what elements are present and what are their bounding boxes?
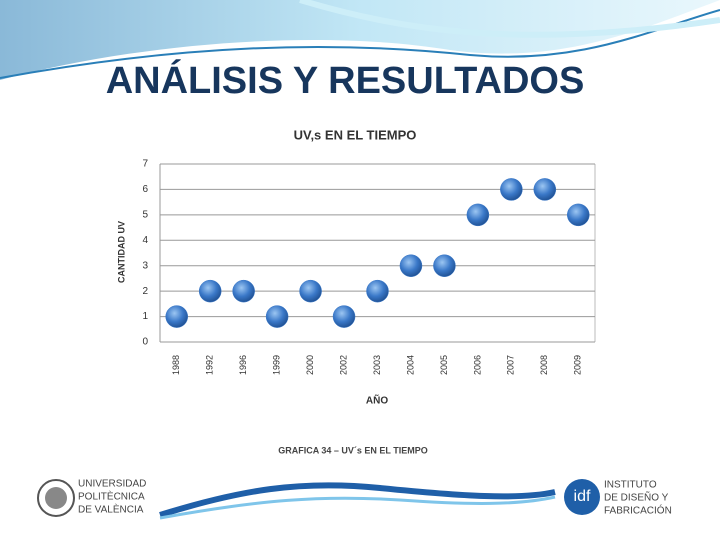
caption: GRAFICA 34 – UV´s EN EL TIEMPO	[278, 445, 428, 455]
x-tick-label: 2000	[305, 355, 315, 375]
x-tick-label: 2008	[539, 355, 549, 375]
logo-text: DE DISEÑO Y	[604, 491, 669, 504]
logo-mark: idf	[574, 488, 591, 505]
logo-right: idf INSTITUTO DE DISEÑO Y FABRICACIÓN	[564, 479, 672, 517]
x-tick-label: 2002	[338, 355, 348, 375]
x-tick-label: 1996	[238, 355, 248, 375]
point	[165, 305, 188, 328]
logo-text: UNIVERSIDAD	[78, 479, 146, 490]
point	[533, 178, 557, 201]
y-tick-label: 5	[142, 209, 148, 220]
x-tick-label: 2005	[439, 355, 449, 375]
x-tick-label: 2007	[506, 355, 516, 375]
point	[433, 254, 456, 277]
y-tick-label: 6	[142, 184, 148, 195]
point	[399, 254, 423, 277]
logo-text: FABRICACIÓN	[604, 504, 672, 517]
bottom-wave	[159, 482, 556, 520]
chart-title: UV,s EN EL TIEMPO	[294, 127, 417, 142]
logo-left: UNIVERSIDAD POLITÈCNICA DE VALÈNCIA	[37, 479, 146, 517]
point	[567, 203, 590, 227]
point	[500, 178, 523, 201]
y-axis-label: CANTIDAD UV	[116, 221, 126, 283]
x-tick-label: 2009	[573, 355, 583, 375]
point	[366, 279, 389, 303]
plot: 0 1 2 3 4 5 6 7 1988 1992 1996 1999 2000 2002 2003 2004…	[142, 159, 596, 375]
x-tick-label: 1988	[171, 355, 181, 375]
point	[265, 305, 289, 328]
y-tick-label: 0	[142, 337, 148, 348]
point	[332, 305, 356, 328]
point	[198, 279, 222, 303]
point	[466, 203, 490, 227]
slide-title: ANÁLISIS Y RESULTADOS	[106, 58, 585, 102]
logo-text: POLITÈCNICA	[78, 490, 145, 503]
x-axis-label: AÑO	[366, 394, 388, 407]
y-tick-label: 7	[142, 159, 148, 170]
y-tick-label: 1	[142, 311, 148, 322]
x-tick-label: 2004	[405, 355, 415, 375]
x-tick-label: 1992	[205, 355, 215, 375]
y-tick-label: 3	[142, 260, 148, 271]
point	[299, 279, 322, 303]
y-tick-label: 2	[142, 286, 148, 297]
x-tick-label: 1999	[271, 355, 281, 375]
logo-text: INSTITUTO	[604, 480, 657, 491]
y-tick-label: 4	[142, 235, 148, 246]
point	[232, 279, 255, 303]
x-tick-label: 2006	[472, 355, 482, 375]
top-wave	[0, 0, 720, 80]
logo-text: DE VALÈNCIA	[78, 503, 144, 516]
x-tick-label: 2003	[372, 355, 382, 375]
